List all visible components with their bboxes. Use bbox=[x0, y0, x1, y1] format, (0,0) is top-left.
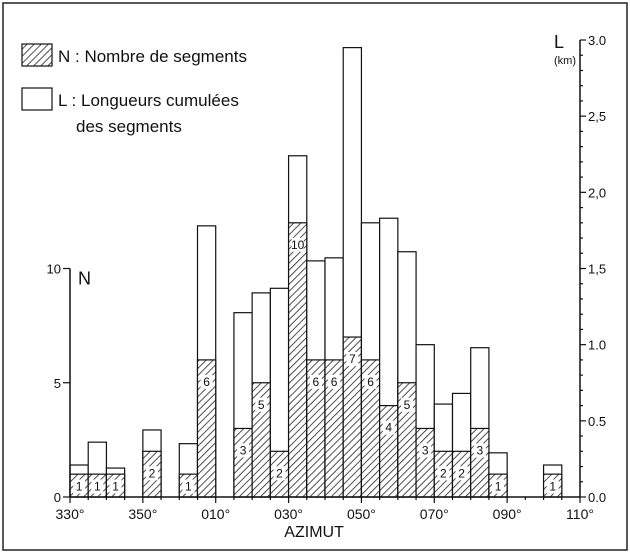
bar-n-label-bg-4 bbox=[182, 479, 195, 494]
bar-n-label-2: 1 bbox=[112, 480, 119, 494]
bar-n-label-bg-1 bbox=[91, 479, 104, 494]
right-tick-label-1: 0.5 bbox=[588, 414, 606, 429]
bar-n-label-12: 7 bbox=[349, 352, 356, 366]
bar-n-label-bg-16 bbox=[419, 443, 432, 458]
x-tick-label-1: 350° bbox=[128, 506, 157, 522]
legend-label-l: L : Longueurs cumulées bbox=[58, 91, 239, 110]
x-tick-label-7: 110° bbox=[566, 506, 594, 522]
left-tick-label-1: 5 bbox=[54, 376, 61, 391]
bar-n-label-bg-21 bbox=[546, 479, 559, 494]
left-axis-title: N bbox=[78, 269, 91, 289]
bar-n-label-bg-9 bbox=[291, 237, 304, 252]
bar-n-label-bg-5 bbox=[200, 374, 213, 389]
bar-n-19 bbox=[470, 427, 490, 498]
legend: N : Nombre de segments L : Longueurs cum… bbox=[21, 43, 247, 136]
bar-n-label-19: 3 bbox=[476, 443, 483, 457]
bar-n-label-bg-17 bbox=[437, 466, 450, 481]
right-axis-unit: (km) bbox=[554, 55, 576, 67]
bar-n-label-18: 2 bbox=[458, 466, 465, 480]
right-tick-label-5: 2,5 bbox=[588, 109, 606, 124]
bar-n-label-bg-20 bbox=[492, 479, 505, 494]
x-tick-label-2: 010° bbox=[201, 506, 230, 522]
bar-n-label-6: 3 bbox=[240, 443, 247, 457]
bar-n-label-4: 1 bbox=[185, 480, 192, 494]
bar-n-label-bg-11 bbox=[328, 374, 341, 389]
legend-label-l-line2: des segments bbox=[76, 117, 182, 136]
right-axis-title: L bbox=[554, 32, 564, 52]
bar-n-label-21: 1 bbox=[549, 480, 556, 494]
bar-n-label-9: 10 bbox=[291, 238, 305, 252]
bar-n-label-16: 3 bbox=[422, 443, 429, 457]
bar-n-label-15: 5 bbox=[404, 398, 411, 412]
bar-n-label-bg-10 bbox=[309, 374, 322, 389]
axes: 0 5 10 0.0 0.5 1.0 1,5 2,0 2,5 3.0 330° 350° 010° 030… bbox=[47, 33, 607, 522]
bar-n-label-bg-12 bbox=[346, 352, 359, 367]
bar-n-label-3: 2 bbox=[149, 466, 156, 480]
bar-n-label-bg-2 bbox=[109, 479, 122, 494]
x-tick-label-5: 070° bbox=[420, 506, 449, 522]
legend-label-n: N : Nombre de segments bbox=[58, 47, 247, 66]
bar-n-14 bbox=[379, 405, 399, 498]
legend-swatch-n bbox=[21, 43, 53, 67]
bar-n-6 bbox=[233, 427, 253, 498]
bar-n-9 bbox=[287, 222, 308, 498]
right-tick-label-0: 0.0 bbox=[588, 490, 606, 505]
bar-n-label-8: 2 bbox=[276, 466, 283, 480]
legend-swatch-l bbox=[21, 87, 53, 111]
bar-n-label-20: 1 bbox=[495, 480, 502, 494]
bar-n-label-bg-15 bbox=[400, 397, 413, 412]
bar-n-16 bbox=[415, 427, 435, 498]
bar-n-label-14: 4 bbox=[385, 421, 392, 435]
bar-n-label-17: 2 bbox=[440, 466, 447, 480]
right-tick-label-2: 1.0 bbox=[588, 338, 606, 353]
x-tick-label-4: 050° bbox=[347, 506, 376, 522]
right-tick-label-4: 2,0 bbox=[588, 185, 606, 200]
bar-n-label-1: 1 bbox=[94, 480, 101, 494]
bar-n-label-13: 6 bbox=[367, 375, 374, 389]
bar-n-label-0: 1 bbox=[76, 480, 83, 494]
right-tick-label-3: 1,5 bbox=[588, 262, 606, 277]
x-tick-label-6: 090° bbox=[493, 506, 522, 522]
bar-n-label-bg-8 bbox=[273, 466, 286, 481]
x-axis-title: AZIMUT bbox=[284, 524, 344, 541]
bar-n-label-bg-13 bbox=[364, 374, 377, 389]
bar-n-label-bg-6 bbox=[237, 443, 250, 458]
bar-n-label-10: 6 bbox=[313, 375, 320, 389]
x-tick-label-0: 330° bbox=[56, 506, 85, 522]
bar-n-label-7: 5 bbox=[258, 398, 265, 412]
right-tick-label-6: 3.0 bbox=[588, 33, 606, 48]
left-tick-label-0: 0 bbox=[54, 490, 61, 505]
x-tick-label-3: 030° bbox=[274, 506, 303, 522]
left-tick-label-2: 10 bbox=[47, 262, 61, 277]
bar-n-label-bg-0 bbox=[73, 479, 86, 494]
bar-n-label-bg-19 bbox=[473, 443, 486, 458]
bar-n-label-bg-18 bbox=[455, 466, 468, 481]
bar-n-label-bg-7 bbox=[255, 397, 268, 412]
bar-n-label-5: 6 bbox=[203, 375, 210, 389]
bar-n-label-11: 6 bbox=[331, 375, 338, 389]
bar-n-label-bg-14 bbox=[382, 420, 395, 435]
bar-n-label-bg-3 bbox=[145, 466, 158, 481]
